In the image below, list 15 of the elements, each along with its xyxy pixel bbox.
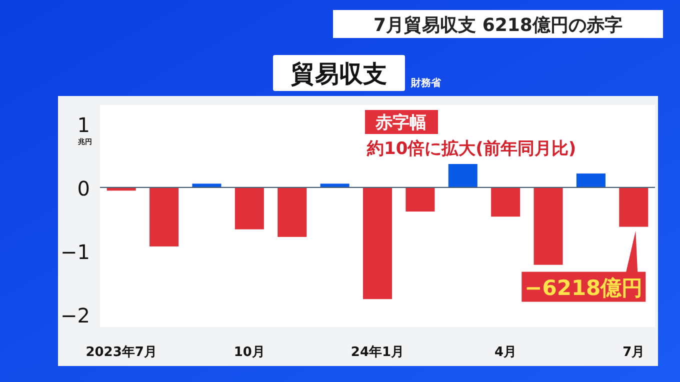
chart-title: 7月貿易収支 6218億円の赤字 — [374, 15, 622, 36]
chart-subtitle: 貿易収支 — [290, 60, 387, 88]
annotation: −6218億円 — [524, 276, 643, 300]
text: 財務省 — [410, 77, 442, 89]
y-tick-label: 0 — [77, 176, 90, 200]
x-tick-label: 24年1月 — [350, 345, 404, 360]
y-tick-label: −1 — [60, 240, 90, 264]
x-tick-label: 10月 — [234, 345, 265, 360]
x-tick-label: 2023年7月 — [86, 345, 157, 360]
annotation: 赤字幅 — [374, 113, 426, 133]
x-tick-label: 7月 — [622, 345, 645, 360]
y-tick-label: 1 — [77, 113, 90, 138]
y-tick-label: −2 — [60, 303, 90, 328]
x-tick-label: 4月 — [494, 345, 517, 360]
annotation: 約10倍に拡大(前年同月比) — [366, 139, 576, 159]
